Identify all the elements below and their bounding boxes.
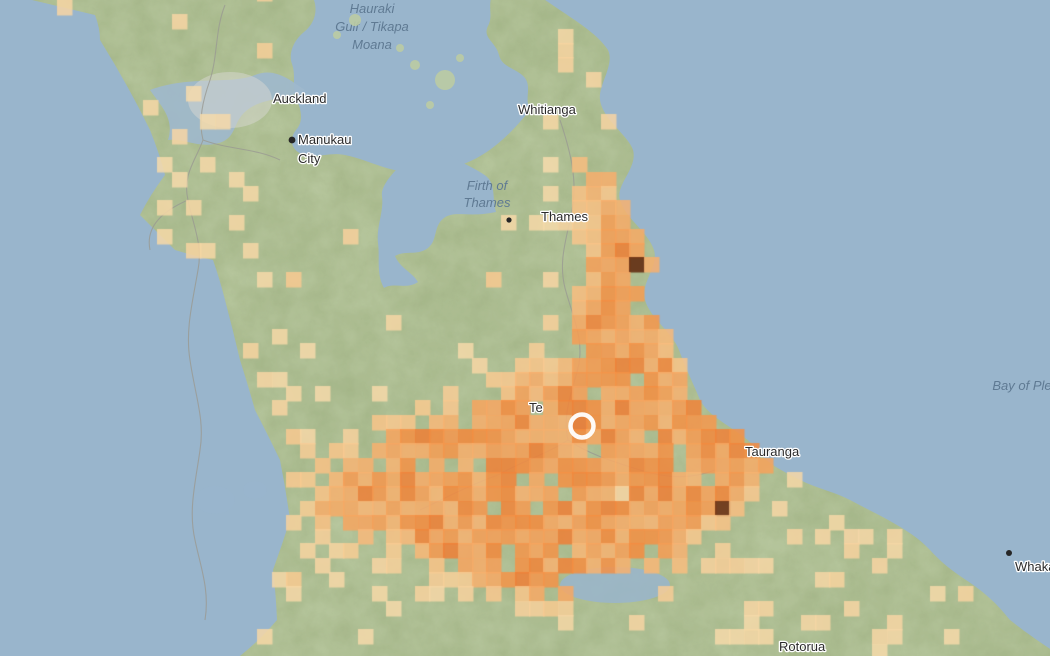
svg-text:Thames: Thames (464, 195, 511, 210)
svg-text:Whitianga: Whitianga (518, 102, 577, 117)
svg-text:Moana: Moana (352, 37, 392, 52)
svg-text:Rotorua: Rotorua (779, 639, 826, 654)
svg-text:Auckland: Auckland (273, 91, 326, 106)
svg-text:Manukau: Manukau (298, 132, 351, 147)
svg-text:City: City (298, 151, 321, 166)
svg-text:Gulf / Tikapa: Gulf / Tikapa (335, 19, 409, 34)
svg-text:Firth of: Firth of (467, 178, 509, 193)
svg-text:Whakatane: Whakatane (1015, 559, 1050, 574)
svg-text:Te: Te (529, 400, 543, 415)
svg-text:Thames: Thames (541, 209, 588, 224)
svg-text:Bay of Ple: Bay of Ple (992, 378, 1050, 393)
svg-text:Hauraki: Hauraki (350, 1, 396, 16)
svg-text:Tauranga: Tauranga (745, 444, 800, 459)
